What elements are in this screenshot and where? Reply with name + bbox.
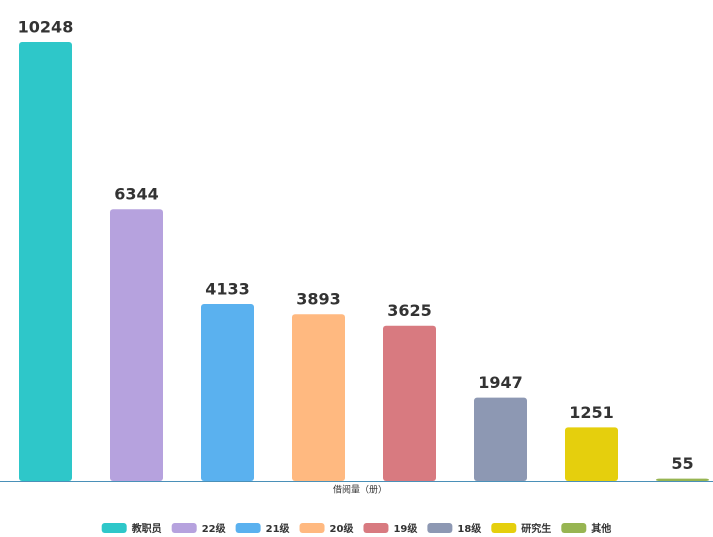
legend-label: 其他 (591, 522, 611, 535)
x-axis-label: 借阅量（册） (333, 484, 387, 496)
legend-swatch (491, 523, 517, 533)
bar (656, 478, 709, 481)
legend-swatch (299, 523, 325, 533)
value-label: 3893 (296, 290, 341, 309)
legend-swatch (235, 523, 261, 533)
value-label: 3625 (387, 301, 432, 320)
bar (565, 427, 618, 481)
legend-swatch (171, 523, 197, 533)
bar (292, 314, 345, 481)
value-label: 1251 (569, 403, 614, 422)
legend-swatch (561, 523, 587, 533)
legend-swatch (101, 523, 127, 533)
value-label: 4133 (205, 279, 250, 298)
value-label: 55 (671, 454, 693, 473)
legend-label: 18级 (457, 522, 482, 535)
legend-label: 研究生 (521, 522, 551, 535)
value-label: 10248 (18, 18, 74, 37)
legend-label: 教职员 (131, 522, 162, 535)
bar (474, 397, 527, 481)
bar (110, 209, 163, 481)
legend-label: 20级 (330, 522, 355, 535)
bar (383, 325, 436, 481)
legend-swatch (363, 523, 389, 533)
value-label: 1947 (478, 373, 523, 392)
value-label: 6344 (114, 185, 159, 204)
legend-label: 21级 (266, 522, 291, 535)
legend-swatch (427, 523, 453, 533)
bar (201, 303, 254, 481)
bar (19, 42, 72, 481)
legend-label: 22级 (202, 522, 227, 535)
legend-label: 19级 (393, 522, 418, 535)
